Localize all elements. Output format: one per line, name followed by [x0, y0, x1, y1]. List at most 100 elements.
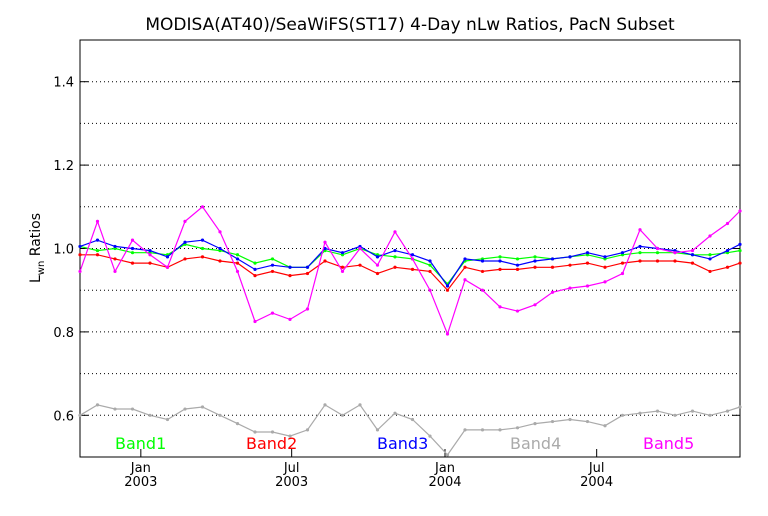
data-point-band3	[603, 255, 607, 259]
data-point-band5	[113, 269, 117, 274]
data-point-band4	[533, 422, 537, 426]
data-point-band3	[515, 263, 520, 267]
data-point-band2	[78, 253, 82, 257]
legend-entry-band4: Band4	[510, 434, 561, 453]
data-point-band4	[498, 428, 502, 432]
data-point-band2	[690, 261, 695, 265]
data-point-band3	[78, 244, 82, 249]
data-point-band5	[690, 248, 695, 253]
data-point-band2	[638, 259, 642, 263]
data-point-band4	[550, 419, 555, 424]
data-point-band5	[603, 280, 607, 284]
data-point-band2	[410, 267, 415, 271]
data-point-band3	[253, 267, 257, 271]
data-point-band2	[393, 265, 397, 269]
data-point-band4	[428, 434, 432, 438]
data-point-band4	[183, 407, 187, 411]
data-point-band3	[340, 251, 345, 255]
legend-entry-band5: Band5	[643, 434, 694, 453]
data-point-band4	[375, 428, 380, 432]
data-point-band2	[603, 265, 607, 269]
x-tick-label: Jul	[588, 461, 605, 476]
data-point-band3	[550, 257, 555, 261]
data-point-band3	[410, 253, 415, 257]
data-point-band5	[725, 221, 730, 226]
x-tick-year-label: 2004	[428, 475, 461, 490]
data-point-band4	[620, 413, 625, 417]
data-point-band4	[673, 413, 677, 417]
data-point-band3	[690, 253, 695, 257]
data-point-band5	[533, 303, 537, 307]
data-point-band5	[130, 238, 135, 242]
data-point-band5	[480, 288, 485, 292]
data-point-band4	[655, 409, 660, 413]
data-point-band2	[148, 261, 152, 265]
data-point-band4	[738, 405, 742, 409]
data-point-band4	[568, 417, 572, 422]
data-point-band5	[638, 228, 642, 232]
data-point-band5	[568, 286, 572, 290]
data-point-band2	[673, 259, 677, 263]
data-point-band1	[200, 246, 205, 251]
data-point-band2	[340, 265, 345, 269]
data-point-band3	[288, 265, 292, 269]
data-point-band4	[463, 428, 467, 432]
data-point-band5	[393, 230, 397, 234]
data-point-band3	[305, 265, 310, 269]
data-point-band4	[323, 403, 327, 407]
data-point-band5	[673, 251, 677, 255]
x-tick-year-label: 2003	[124, 475, 157, 490]
data-point-band4	[410, 417, 415, 422]
data-point-band5	[515, 309, 520, 313]
data-point-band2	[183, 257, 187, 261]
x-tick-label: Jul	[283, 461, 300, 476]
data-point-band4	[358, 403, 362, 407]
data-point-band5	[708, 234, 712, 238]
y-tick-label: 1.0	[53, 243, 74, 258]
data-point-band2	[288, 274, 292, 278]
data-point-band2	[445, 288, 450, 292]
data-point-band2	[130, 261, 135, 265]
data-point-band2	[428, 269, 432, 274]
data-point-band3	[323, 246, 327, 251]
data-point-band1	[95, 248, 100, 253]
data-point-band5	[463, 278, 467, 282]
data-point-band4	[253, 430, 257, 434]
data-point-band3	[725, 248, 730, 253]
data-point-band3	[113, 244, 117, 249]
data-point-band5	[183, 219, 187, 223]
data-point-band2	[463, 265, 467, 269]
data-point-band2	[358, 263, 362, 267]
legend-entry-band3: Band3	[377, 434, 428, 453]
series-line-band1	[79, 243, 741, 285]
data-point-band2	[253, 274, 257, 278]
data-point-band3	[165, 255, 170, 259]
data-point-band3	[533, 259, 537, 263]
data-point-band4	[638, 411, 642, 415]
data-point-band1	[708, 253, 712, 257]
data-point-band2	[113, 257, 117, 261]
data-point-band2	[305, 271, 310, 276]
data-point-band2	[550, 265, 555, 269]
data-point-band2	[738, 261, 742, 265]
data-point-band5	[253, 319, 257, 324]
data-point-band4	[515, 426, 520, 430]
legend: Band1 Band2 Band3 Band4 Band5	[115, 434, 694, 453]
data-point-band3	[183, 240, 187, 244]
data-point-band3	[270, 263, 275, 267]
data-point-band5	[445, 332, 450, 336]
data-point-band2	[533, 265, 537, 269]
data-point-band5	[270, 311, 275, 315]
data-point-band4	[130, 407, 135, 411]
data-point-band1	[498, 255, 502, 259]
data-point-band2	[725, 265, 730, 269]
y-axis-label-main: L	[28, 275, 44, 283]
data-point-band5	[148, 253, 152, 257]
y-tick-label: 1.4	[53, 76, 74, 91]
data-point-band2	[568, 263, 572, 267]
data-point-band4	[78, 413, 82, 417]
data-point-band1	[655, 251, 660, 255]
data-point-band3	[620, 251, 625, 255]
data-point-band5	[323, 240, 327, 244]
